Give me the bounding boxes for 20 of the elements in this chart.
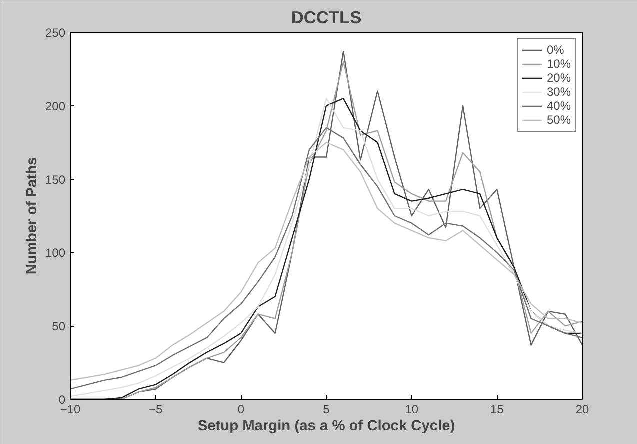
legend-label: 0% xyxy=(546,43,566,57)
y-tick-label: 250 xyxy=(45,26,66,40)
legend-label: 40% xyxy=(546,99,571,113)
y-axis-title: Number of Paths xyxy=(24,157,40,275)
legend-label: 20% xyxy=(546,71,571,85)
y-tick-label: 200 xyxy=(45,99,66,114)
y-tick-label: 50 xyxy=(52,320,66,334)
x-tick-label: 20 xyxy=(576,402,590,416)
x-tick-label: −5 xyxy=(148,402,163,416)
chart-title: DCCTLS xyxy=(291,8,362,28)
legend-label: 50% xyxy=(546,113,571,127)
y-tick-label: 150 xyxy=(45,172,66,187)
x-tick-label: 0 xyxy=(238,402,245,416)
y-tick-label: 100 xyxy=(45,246,66,260)
x-tick-label: 5 xyxy=(323,402,330,416)
legend-label: 10% xyxy=(546,57,571,71)
x-tick-label: 15 xyxy=(490,402,504,416)
x-tick-label: 10 xyxy=(405,402,419,416)
legend-label: 30% xyxy=(546,85,571,99)
x-axis-title: Setup Margin (as a % of Clock Cycle) xyxy=(198,418,456,434)
